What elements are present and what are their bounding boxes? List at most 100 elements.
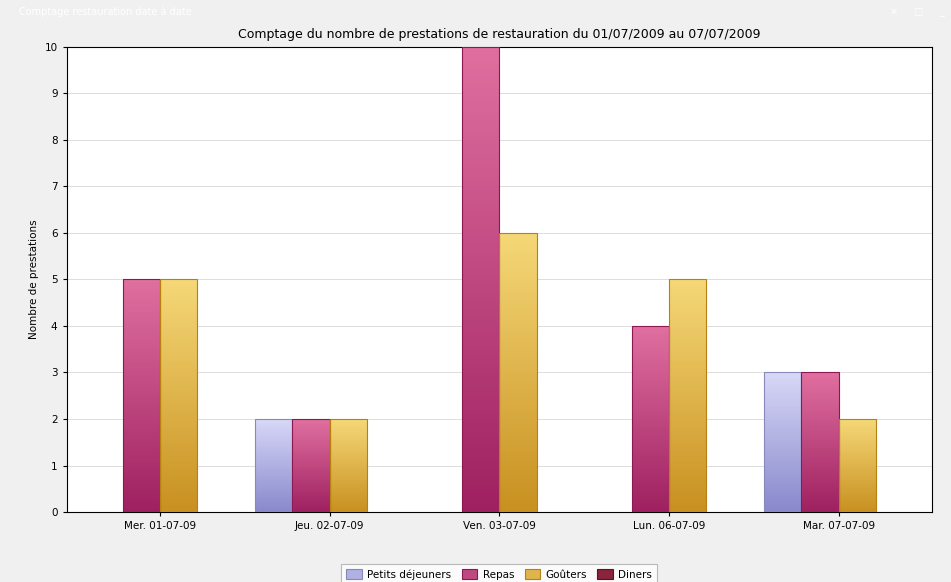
- Bar: [631, 350, 669, 352]
- Bar: [330, 478, 367, 480]
- Bar: [160, 335, 197, 338]
- Bar: [631, 382, 669, 384]
- Bar: [462, 261, 499, 265]
- Bar: [669, 291, 707, 293]
- Bar: [839, 495, 876, 496]
- Bar: [764, 391, 802, 392]
- Bar: [255, 450, 292, 452]
- Bar: [631, 361, 669, 363]
- Bar: [292, 436, 330, 438]
- Bar: [462, 405, 499, 410]
- Bar: [255, 480, 292, 481]
- Bar: [123, 489, 160, 491]
- Bar: [292, 501, 330, 502]
- Bar: [839, 487, 876, 488]
- Bar: [292, 466, 330, 467]
- Bar: [123, 282, 160, 284]
- Bar: [669, 477, 707, 480]
- Bar: [292, 510, 330, 511]
- Bar: [802, 382, 839, 384]
- Bar: [255, 435, 292, 436]
- Bar: [499, 247, 536, 250]
- Bar: [160, 321, 197, 324]
- Bar: [764, 467, 802, 469]
- Bar: [669, 508, 707, 510]
- Bar: [802, 409, 839, 410]
- Bar: [839, 490, 876, 491]
- Bar: [802, 424, 839, 425]
- Bar: [160, 466, 197, 468]
- Bar: [839, 504, 876, 505]
- Bar: [802, 471, 839, 473]
- Bar: [462, 279, 499, 284]
- Bar: [764, 452, 802, 453]
- Bar: [802, 470, 839, 471]
- Bar: [669, 417, 707, 419]
- Bar: [292, 443, 330, 444]
- Bar: [462, 140, 499, 144]
- Bar: [292, 497, 330, 498]
- Bar: [160, 310, 197, 312]
- Bar: [123, 445, 160, 447]
- Bar: [839, 471, 876, 472]
- Bar: [764, 424, 802, 425]
- Bar: [669, 379, 707, 382]
- Bar: [499, 331, 536, 333]
- Bar: [123, 501, 160, 503]
- Bar: [330, 470, 367, 471]
- Bar: [802, 403, 839, 404]
- Bar: [499, 258, 536, 261]
- Bar: [631, 450, 669, 453]
- Bar: [669, 324, 707, 326]
- Bar: [802, 391, 839, 392]
- Bar: [802, 483, 839, 484]
- Bar: [499, 487, 536, 490]
- Bar: [292, 444, 330, 445]
- Bar: [669, 494, 707, 496]
- Bar: [330, 439, 367, 441]
- Bar: [330, 485, 367, 486]
- Bar: [462, 498, 499, 503]
- Bar: [462, 163, 499, 168]
- Bar: [802, 506, 839, 508]
- Bar: [839, 449, 876, 450]
- Bar: [839, 445, 876, 446]
- Bar: [839, 499, 876, 500]
- Bar: [499, 328, 536, 331]
- Bar: [292, 503, 330, 504]
- Bar: [462, 88, 499, 93]
- Bar: [123, 449, 160, 452]
- Bar: [839, 447, 876, 448]
- Bar: [123, 386, 160, 389]
- Bar: [802, 417, 839, 418]
- Bar: [631, 326, 669, 512]
- Bar: [499, 417, 536, 420]
- Bar: [839, 431, 876, 432]
- Bar: [669, 454, 707, 456]
- Bar: [462, 265, 499, 270]
- Bar: [123, 296, 160, 298]
- Bar: [764, 449, 802, 450]
- Bar: [631, 397, 669, 399]
- Bar: [669, 473, 707, 475]
- Bar: [462, 158, 499, 163]
- Bar: [839, 457, 876, 458]
- Bar: [123, 428, 160, 431]
- Bar: [839, 424, 876, 425]
- Bar: [631, 369, 669, 371]
- Bar: [631, 410, 669, 411]
- Bar: [764, 470, 802, 471]
- Bar: [255, 453, 292, 455]
- Bar: [669, 279, 707, 282]
- Bar: [255, 494, 292, 495]
- Bar: [462, 228, 499, 233]
- Bar: [499, 283, 536, 286]
- Bar: [669, 312, 707, 314]
- Bar: [669, 396, 707, 398]
- Bar: [764, 450, 802, 452]
- Bar: [123, 310, 160, 312]
- Bar: [330, 453, 367, 455]
- Bar: [462, 382, 499, 386]
- Bar: [764, 459, 802, 460]
- Bar: [255, 446, 292, 447]
